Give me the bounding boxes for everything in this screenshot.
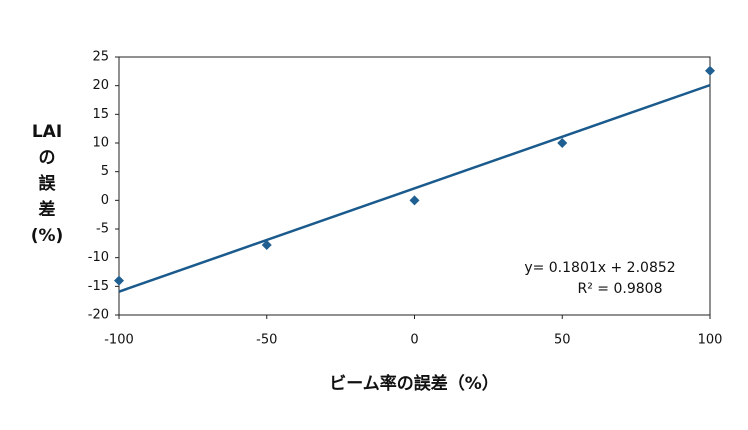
y-tick-label: -10 [88,250,109,265]
y-axis-label: 誤 [39,173,57,194]
point [114,275,124,286]
y-tick-label: 5 [101,164,109,179]
equation: y= 0.1801x + 2.0852 [524,260,675,276]
y-tick-label: -5 [96,222,109,237]
x-tick-label: -50 [256,333,277,348]
y-tick-label: 0 [101,193,109,208]
trendline [118,83,711,293]
y-tick-label: 25 [92,50,109,65]
y-axis-label: LAI [32,122,62,142]
point [557,138,568,148]
y-tick-label: 10 [92,136,109,151]
point [261,240,272,251]
x-axis-label: ビーム率の誤差（%） [329,373,499,394]
y-tick-label: -20 [88,308,109,323]
y-tick-label: 20 [92,78,109,93]
y-axis-label: (%) [31,226,64,246]
x-tick-label: 0 [410,333,418,348]
r-squared: R² = 0.9808 [578,281,663,297]
y-axis-label: 差 [39,199,56,220]
y-tick-label: -15 [88,279,109,294]
point [409,195,420,206]
plot-area [118,56,711,316]
x-tick-label: -100 [104,333,134,348]
x-tick-label: 50 [554,333,571,348]
point [705,65,715,76]
y-axis-label: の [39,148,56,168]
y-tick-label: 15 [92,107,109,122]
x-tick-label: 100 [698,333,723,348]
